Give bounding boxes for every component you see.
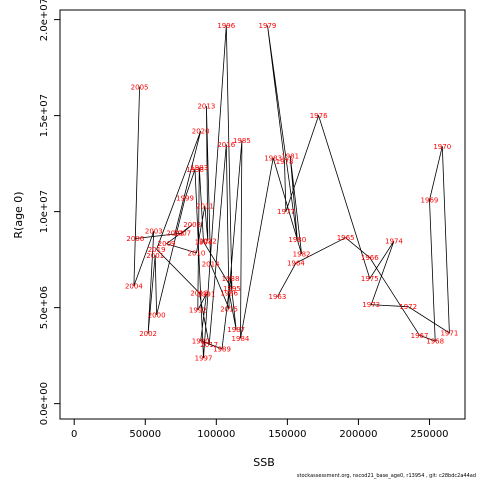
series-line-group bbox=[133, 25, 450, 359]
point-label-1977: 1977 bbox=[277, 208, 295, 216]
point-label-2007: 2007 bbox=[173, 230, 191, 238]
x-tick-label: 150000 bbox=[268, 429, 306, 440]
point-label-1966: 1966 bbox=[361, 254, 379, 262]
point-label-2005: 2005 bbox=[131, 83, 149, 91]
point-label-1970: 1970 bbox=[433, 143, 451, 151]
x-axis-title: SSB bbox=[253, 456, 275, 469]
point-label-2014: 2014 bbox=[202, 261, 220, 269]
point-label-2002: 2002 bbox=[139, 330, 157, 338]
point-label-2004: 2004 bbox=[125, 282, 143, 290]
point-label-1995: 1995 bbox=[223, 285, 241, 293]
point-label-1980: 1980 bbox=[288, 236, 306, 244]
point-label-2013: 2013 bbox=[197, 103, 215, 111]
x-tick-label: 50000 bbox=[129, 429, 161, 440]
y-axis-title: R(age 0) bbox=[12, 191, 25, 238]
y-tick-label: 5.0e+06 bbox=[39, 286, 50, 329]
point-label-2015: 2015 bbox=[220, 305, 238, 313]
point-label-1967: 1967 bbox=[411, 332, 429, 340]
point-label-1997: 1997 bbox=[195, 355, 213, 363]
y-tick-label: 1.5e+07 bbox=[39, 94, 50, 137]
y-tick-label: 0.0e+00 bbox=[39, 382, 50, 425]
x-tick-label: 200000 bbox=[339, 429, 377, 440]
point-label-1969: 1969 bbox=[421, 197, 439, 205]
point-label-1972: 1972 bbox=[399, 303, 417, 311]
point-label-2001: 2001 bbox=[146, 252, 164, 260]
x-tick-label: 0 bbox=[71, 429, 77, 440]
point-label-1990: 1990 bbox=[192, 337, 210, 345]
point-label-2009: 2009 bbox=[158, 240, 176, 248]
point-label-2011: 2011 bbox=[196, 202, 214, 210]
point-label-1963: 1963 bbox=[269, 293, 287, 301]
point-label-1986: 1986 bbox=[220, 289, 238, 297]
x-tick-label: 250000 bbox=[410, 429, 448, 440]
point-label-1996: 1996 bbox=[217, 22, 235, 30]
plot-frame bbox=[59, 9, 466, 420]
point-label-2010: 2010 bbox=[188, 249, 206, 257]
point-label-1987: 1987 bbox=[227, 326, 245, 334]
point-label-1993: 1993 bbox=[190, 164, 208, 172]
point-label-1965: 1965 bbox=[337, 234, 355, 242]
point-label-1978: 1978 bbox=[276, 158, 294, 166]
point-label-1964: 1964 bbox=[287, 260, 305, 268]
point-label-1981: 1981 bbox=[281, 152, 299, 160]
point-label-2008: 2008 bbox=[183, 221, 201, 229]
point-label-1982: 1982 bbox=[293, 251, 311, 259]
point-label-1998: 1998 bbox=[186, 166, 204, 174]
point-label-1975: 1975 bbox=[361, 275, 379, 283]
point-label-2018: 2018 bbox=[190, 289, 208, 297]
x-axis: 0 50000 100000 150000 200000 250000 bbox=[71, 419, 449, 440]
point-label-1974: 1974 bbox=[385, 238, 403, 246]
point-label-1979: 1979 bbox=[259, 22, 277, 30]
point-label-1999: 1999 bbox=[176, 195, 194, 203]
footer-text: stockassessment.org, nscod21_base_age0, … bbox=[297, 473, 476, 479]
point-label-1992: 1992 bbox=[189, 307, 207, 315]
y-tick-label: 2.0e+07 bbox=[39, 0, 50, 41]
point-label-1983: 1983 bbox=[264, 154, 282, 162]
point-label-1976: 1976 bbox=[310, 112, 328, 120]
point-label-2017: 2017 bbox=[200, 341, 218, 349]
point-label-1968: 1968 bbox=[426, 338, 444, 346]
y-axis: 0.0e+00 5.0e+06 1.0e+07 1.5e+07 2.0e+07 bbox=[39, 0, 60, 425]
point-label-2016: 2016 bbox=[217, 141, 235, 149]
point-label-2021: 2021 bbox=[166, 230, 184, 238]
point-label-1971: 1971 bbox=[440, 329, 458, 337]
point-label-2019: 2019 bbox=[148, 246, 166, 254]
series-line bbox=[133, 25, 450, 359]
point-label-2012: 2012 bbox=[199, 237, 217, 245]
point-label-1989: 1989 bbox=[213, 345, 231, 353]
point-label-1991: 1991 bbox=[197, 290, 215, 298]
point-label-2006: 2006 bbox=[126, 235, 144, 243]
point-label-2003: 2003 bbox=[145, 228, 163, 236]
point-label-1984: 1984 bbox=[232, 335, 250, 343]
point-label-1994: 1994 bbox=[195, 238, 213, 246]
point-label-2020: 2020 bbox=[192, 127, 210, 135]
point-label-1988: 1988 bbox=[222, 275, 240, 283]
y-tick-label: 1.0e+07 bbox=[39, 190, 50, 233]
point-label-1985: 1985 bbox=[233, 137, 251, 145]
plot-frame-group bbox=[59, 9, 466, 420]
x-tick-label: 100000 bbox=[197, 429, 235, 440]
point-label-1973: 1973 bbox=[362, 301, 380, 309]
point-label-2000: 2000 bbox=[148, 311, 166, 319]
